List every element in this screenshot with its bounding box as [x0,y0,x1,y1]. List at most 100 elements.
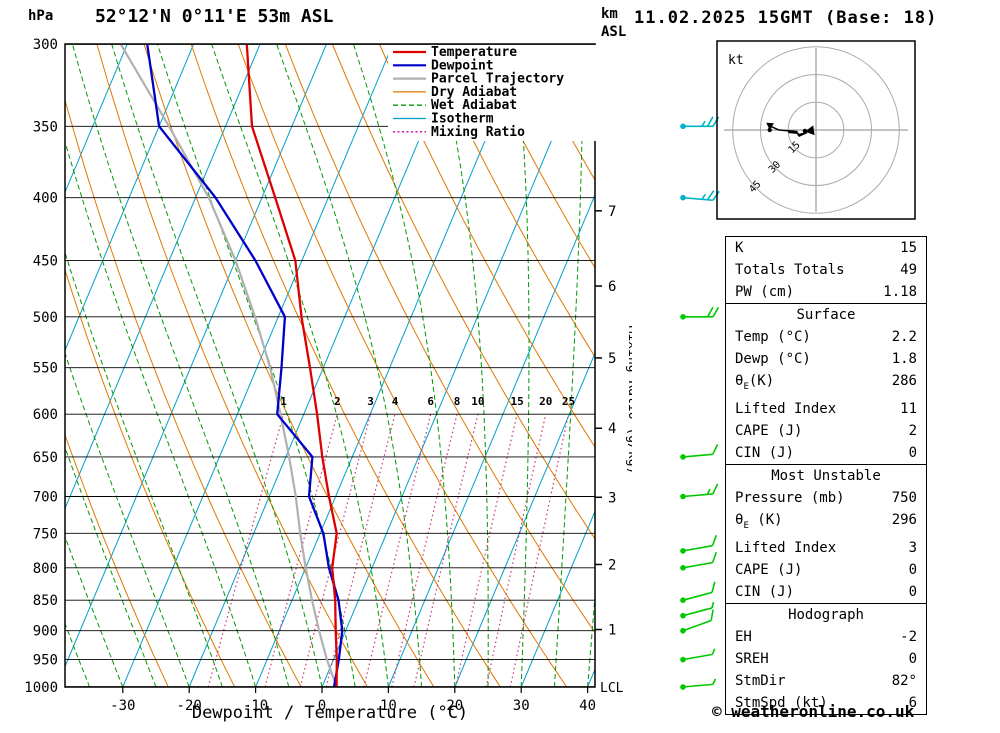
svg-text:500: 500 [33,310,58,326]
hodograph-unit-label: kt [728,53,744,68]
svg-text:5: 5 [608,351,616,367]
svg-text:400: 400 [33,191,58,207]
stats-row: Lifted Index 11 [726,398,926,420]
legend-label: Mixing Ratio [431,125,525,140]
wind-barb [680,190,720,202]
svg-text:1000: 1000 [24,680,58,696]
wind-barb [680,444,719,460]
svg-text:7: 7 [608,204,616,220]
stat-label: Totals Totals [735,262,845,278]
svg-text:900: 900 [33,624,58,640]
mixing-ratio-value: 15 [510,395,523,408]
lcl-label: LCL [600,681,624,696]
stats-row: θE(K) 286 [726,370,926,398]
stat-value: -2 [900,628,917,645]
stat-label: CAPE (J) [735,561,803,578]
mixing-ratio-axis-label: Mixing Ratio (g/kg) [625,326,632,475]
wind-barb [680,483,719,500]
stat-value: 0 [908,444,917,461]
legend-label: Parcel Trajectory [431,72,564,87]
stat-label: Lifted Index [735,400,837,417]
pressure-unit-label: hPa [28,8,53,24]
mixing-ratio-value: 1 [280,395,287,408]
mixing-ratio-value: 2 [334,395,341,408]
wind-barb [680,648,716,663]
stats-section-header: Most Unstable [771,467,881,484]
stat-label: CAPE (J) [735,422,803,439]
dewpoint-line [146,44,344,687]
svg-text:1: 1 [608,623,616,639]
legend-label: Dewpoint [431,58,494,73]
stat-label: EH [735,628,752,645]
hodograph-trace [769,124,809,137]
svg-text:800: 800 [33,561,58,577]
stats-row: K 15 [726,237,926,259]
wind-barb [680,581,716,604]
mixing-ratio-value: 4 [392,395,399,408]
altitude-axis-labels: 1 2 3 4 5 6 7 [595,204,616,639]
stats-section-hodograph: Hodograph EH -2 SREH 0 StmDir 82° StmSpd (kt) 6 [725,603,927,715]
stat-label: StmDir [735,672,786,689]
stat-value: 0 [908,583,917,600]
stat-label: CIN (J) [735,444,795,461]
stats-row: Dewp (°C) 1.8 [726,348,926,370]
legend-label: Dry Adiabat [431,85,517,100]
stats-row: Lifted Index 3 [726,537,926,559]
stats-row: Temp (°C) 2.2 [726,326,926,348]
run-datetime: 11.02.2025 15GMT (Base: 18) [634,8,938,28]
chart-background [65,44,595,687]
copyright: © weatheronline.co.uk [712,702,915,721]
stat-value: 286 [891,373,917,389]
mixing-ratio-labels: 1 2 3 4 6 8 10 15 20 25 [280,395,575,408]
stats-row: CAPE (J) 0 [726,559,926,581]
temperature-line [245,44,338,687]
stat-value: 1.8 [891,351,917,367]
mixing-ratio-value: 3 [367,395,374,408]
hodograph-arrow [805,125,815,136]
stats-row: CIN (J) 0 [726,442,926,464]
wind-barb [680,609,714,634]
hodograph-frame [716,40,916,220]
stats-row: Totals Totals 49 [726,259,926,281]
stat-label: StmSpd (kt) [735,694,828,711]
svg-text:-20: -20 [177,698,202,714]
stat-value: 0 [908,650,917,667]
temperature-axis-labels: -30 -20 -10 0 10 20 30 40 [110,687,596,714]
stat-value: 0 [908,561,917,578]
mixing-ratio-value: 10 [471,395,484,408]
stat-label: Pressure (mb) [735,489,845,506]
stat-label: PW (cm) [735,284,795,300]
svg-text:10: 10 [380,698,397,714]
mixing-ratio-value: 20 [539,395,552,408]
asl-unit-label: ASL [601,24,626,40]
stat-value: 296 [891,511,917,528]
stat-value: 82° [891,672,917,689]
stats-row: StmDir 82° [726,670,926,692]
svg-text:450: 450 [33,254,58,270]
stats-row: EH -2 [726,626,926,648]
stat-value: 15 [900,240,917,256]
stat-value: 49 [900,262,917,278]
mixing-ratio-value: 25 [562,395,575,408]
stats-row: CIN (J) 0 [726,581,926,603]
stats-section-surface: Surface Temp (°C) 2.2 Dewp (°C) 1.8 θE(K) 286 L… [725,304,927,465]
wind-barb [680,552,718,571]
wind-barb [680,116,720,130]
stats-row: SREH 0 [726,648,926,670]
stat-value: 3 [908,539,917,556]
stats-section-header: Hodograph [788,606,864,623]
svg-text:4: 4 [608,421,616,437]
stats-table: K 15 Totals Totals 49 PW (cm) 1.18 Surface Temp… [725,236,927,715]
stats-row: PW (cm) 1.18 [726,281,926,303]
skewt-chart: hPa 52°12'N 0°11'E 53m ASL km ASL Dewpoi… [24,6,632,723]
stat-value: 6 [908,694,917,711]
hodograph-arrow [766,122,774,130]
svg-text:350: 350 [33,119,58,135]
sounding-profiles [119,44,344,687]
stats-row: Pressure (mb) 750 [726,487,926,509]
legend-label: Wet Adiabat [431,98,517,113]
svg-text:300: 300 [33,37,58,53]
wind-barb [680,535,718,554]
